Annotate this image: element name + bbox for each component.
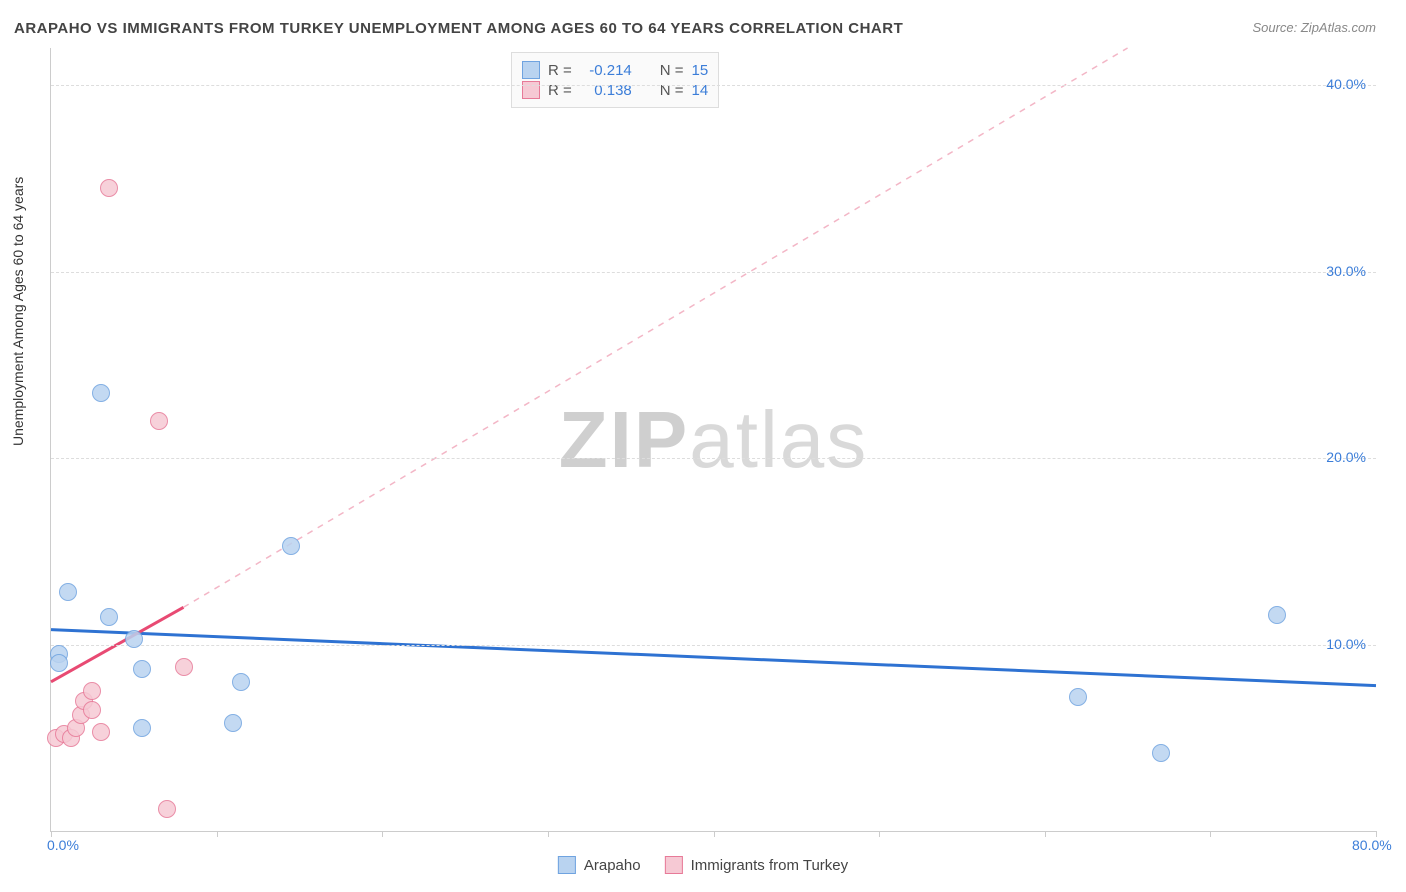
legend-n-value: 14 xyxy=(692,82,709,99)
gridline xyxy=(51,645,1376,646)
x-tick-label: 0.0% xyxy=(47,837,79,853)
legend-r-value: -0.214 xyxy=(580,62,632,79)
legend-n-value: 15 xyxy=(692,62,709,79)
legend-top: R = -0.214 N = 15 R = 0.138 N = 14 xyxy=(511,52,719,108)
legend-r-label: R = xyxy=(548,62,572,79)
data-point xyxy=(232,673,250,691)
data-point xyxy=(92,384,110,402)
y-tick-label: 40.0% xyxy=(1326,76,1366,92)
data-point xyxy=(100,608,118,626)
legend-swatch xyxy=(522,81,540,99)
gridline xyxy=(51,85,1376,86)
data-point xyxy=(175,658,193,676)
x-tick xyxy=(714,831,715,837)
legend-bottom-item: Arapaho xyxy=(558,856,641,874)
legend-top-row: R = -0.214 N = 15 xyxy=(522,61,708,79)
watermark-atlas: atlas xyxy=(689,395,868,484)
data-point xyxy=(133,719,151,737)
legend-swatch xyxy=(665,856,683,874)
x-tick xyxy=(548,831,549,837)
legend-series-label: Arapaho xyxy=(584,857,641,874)
data-point xyxy=(150,412,168,430)
legend-swatch xyxy=(522,61,540,79)
y-tick-label: 20.0% xyxy=(1326,449,1366,465)
watermark-zip: ZIP xyxy=(559,395,689,484)
data-point xyxy=(50,654,68,672)
legend-r-value: 0.138 xyxy=(580,82,632,99)
gridline xyxy=(51,458,1376,459)
x-tick xyxy=(1045,831,1046,837)
data-point xyxy=(1069,688,1087,706)
x-tick xyxy=(879,831,880,837)
legend-r-label: R = xyxy=(548,82,572,99)
legend-top-row: R = 0.138 N = 14 xyxy=(522,81,708,99)
data-point xyxy=(83,682,101,700)
gridline xyxy=(51,272,1376,273)
data-point xyxy=(224,714,242,732)
plot-area: ZIPatlas R = -0.214 N = 15 R = 0.138 N = 14 10.… xyxy=(50,48,1376,832)
trend-lines-svg xyxy=(51,48,1376,831)
data-point xyxy=(92,723,110,741)
data-point xyxy=(1152,744,1170,762)
trend-line xyxy=(184,48,1128,607)
legend-bottom: Arapaho Immigrants from Turkey xyxy=(558,856,848,874)
legend-n-label: N = xyxy=(660,62,684,79)
data-point xyxy=(125,630,143,648)
chart-title: ARAPAHO VS IMMIGRANTS FROM TURKEY UNEMPL… xyxy=(14,20,903,37)
y-axis-label: Unemployment Among Ages 60 to 64 years xyxy=(10,177,26,446)
data-point xyxy=(158,800,176,818)
legend-n-label: N = xyxy=(660,82,684,99)
data-point xyxy=(133,660,151,678)
data-point xyxy=(1268,606,1286,624)
legend-swatch xyxy=(558,856,576,874)
x-tick xyxy=(217,831,218,837)
data-point xyxy=(59,583,77,601)
x-tick xyxy=(1210,831,1211,837)
trend-line xyxy=(51,630,1376,686)
data-point xyxy=(282,537,300,555)
y-tick-label: 30.0% xyxy=(1326,263,1366,279)
source-label: Source: ZipAtlas.com xyxy=(1252,20,1376,35)
x-tick-label: 80.0% xyxy=(1352,837,1392,853)
data-point xyxy=(83,701,101,719)
legend-bottom-item: Immigrants from Turkey xyxy=(665,856,849,874)
y-tick-label: 10.0% xyxy=(1326,636,1366,652)
legend-series-label: Immigrants from Turkey xyxy=(691,857,849,874)
data-point xyxy=(100,179,118,197)
x-tick xyxy=(382,831,383,837)
watermark: ZIPatlas xyxy=(559,394,868,486)
